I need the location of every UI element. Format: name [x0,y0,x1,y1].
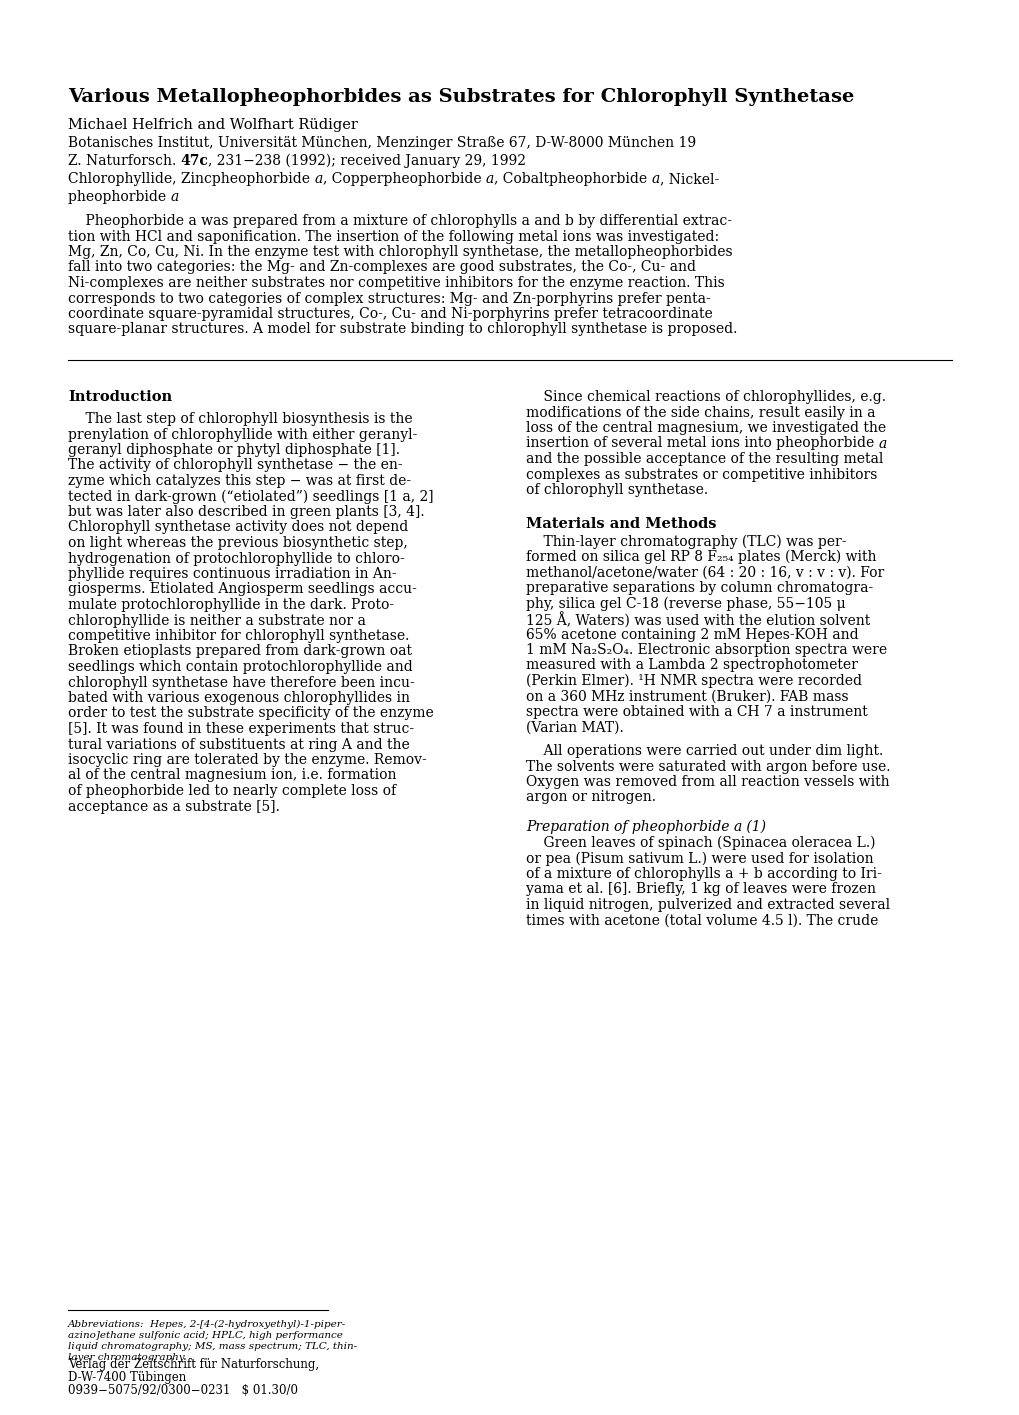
Text: and the possible acceptance of the resulting metal: and the possible acceptance of the resul… [526,451,882,466]
Text: Preparation of pheophorbide: Preparation of pheophorbide [526,821,733,833]
Text: a: a [170,190,178,204]
Text: Thin-layer chromatography (TLC) was per-: Thin-layer chromatography (TLC) was per- [526,535,846,549]
Text: al of the central magnesium ion, i.e. formation: al of the central magnesium ion, i.e. fo… [68,768,396,782]
Text: Ni-complexes are neither substrates nor competitive inhibitors for the enzyme re: Ni-complexes are neither substrates nor … [68,276,725,290]
Text: layer chromatography.: layer chromatography. [68,1353,186,1363]
Text: phy, silica gel C-18 (reverse phase, 55−105 μ: phy, silica gel C-18 (reverse phase, 55−… [526,597,845,611]
Text: a: a [877,436,886,450]
Text: The last step of chlorophyll biosynthesis is the: The last step of chlorophyll biosynthesi… [68,412,413,426]
Text: 0939−5075/92/0300−0231   $ 01.30/0: 0939−5075/92/0300−0231 $ 01.30/0 [68,1384,298,1397]
Text: D-W-7400 Tübingen: D-W-7400 Tübingen [68,1371,186,1384]
Text: Green leaves of spinach (Spinacea oleracea L.): Green leaves of spinach (Spinacea olerac… [526,836,874,850]
Text: Z. Naturforsch.: Z. Naturforsch. [68,154,180,168]
Text: Introduction: Introduction [68,391,172,405]
Text: chlorophyllide is neither a substrate nor a: chlorophyllide is neither a substrate no… [68,614,366,627]
Text: , 231−238 (1992); received January 29, 1992: , 231−238 (1992); received January 29, 1… [208,154,526,168]
Text: measured with a Lambda 2 spectrophotometer: measured with a Lambda 2 spectrophotomet… [526,658,857,672]
Text: of chlorophyll synthetase.: of chlorophyll synthetase. [526,483,707,497]
Text: times with acetone (total volume 4.5 l). The crude: times with acetone (total volume 4.5 l).… [526,914,877,927]
Text: bated with various exogenous chlorophyllides in: bated with various exogenous chlorophyll… [68,691,410,705]
Text: competitive inhibitor for chlorophyll synthetase.: competitive inhibitor for chlorophyll sy… [68,630,409,642]
Text: Oxygen was removed from all reaction vessels with: Oxygen was removed from all reaction ves… [526,775,889,790]
Text: Mg, Zn, Co, Cu, Ni. In the enzyme test with chlorophyll synthetase, the metallop: Mg, Zn, Co, Cu, Ni. In the enzyme test w… [68,245,732,259]
Text: Materials and Methods: Materials and Methods [526,516,715,531]
Text: azino]ethane sulfonic acid; HPLC, high performance: azino]ethane sulfonic acid; HPLC, high p… [68,1332,342,1340]
Text: of pheophorbide led to nearly complete loss of: of pheophorbide led to nearly complete l… [68,784,395,798]
Text: modifications of the side chains, result easily in a: modifications of the side chains, result… [526,406,874,419]
Text: All operations were carried out under dim light.: All operations were carried out under di… [526,744,882,758]
Text: yama et al. [6]. Briefly, 1 kg of leaves were frozen: yama et al. [6]. Briefly, 1 kg of leaves… [526,883,875,897]
Text: spectra were obtained with a CH 7 a instrument: spectra were obtained with a CH 7 a inst… [526,705,867,719]
Text: (1): (1) [742,821,765,833]
Text: Abbreviations:  Hepes, 2-[4-(2-hydroxyethyl)-1-piper-: Abbreviations: Hepes, 2-[4-(2-hydroxyeth… [68,1320,345,1329]
Text: argon or nitrogen.: argon or nitrogen. [526,791,655,805]
Text: acceptance as a substrate [5].: acceptance as a substrate [5]. [68,799,279,814]
Text: Chlorophyllide, Zincpheophorbide: Chlorophyllide, Zincpheophorbide [68,173,314,185]
Text: , Nickel-: , Nickel- [659,173,718,185]
Text: Various Metallopheophorbides as Substrates for Chlorophyll Synthetase: Various Metallopheophorbides as Substrat… [68,88,854,106]
Text: hydrogenation of protochlorophyllide to chloro-: hydrogenation of protochlorophyllide to … [68,552,405,566]
Text: , Cobaltpheophorbide: , Cobaltpheophorbide [493,173,651,185]
Text: on light whereas the previous biosynthetic step,: on light whereas the previous biosynthet… [68,536,408,550]
Text: methanol/acetone/water (64 : 20 : 16, v : v : v). For: methanol/acetone/water (64 : 20 : 16, v … [526,566,883,580]
Text: zyme which catalyzes this step − was at first de-: zyme which catalyzes this step − was at … [68,474,411,488]
Text: Michael Helfrich and Wolfhart Rüdiger: Michael Helfrich and Wolfhart Rüdiger [68,117,358,132]
Text: Botanisches Institut, Universität München, Menzinger Straße 67, D-W-8000 München: Botanisches Institut, Universität Münche… [68,136,695,150]
Text: in liquid nitrogen, pulverized and extracted several: in liquid nitrogen, pulverized and extra… [526,899,890,913]
Text: 1 mM Na₂S₂O₄. Electronic absorption spectra were: 1 mM Na₂S₂O₄. Electronic absorption spec… [526,642,887,657]
Text: mulate protochlorophyllide in the dark. Proto-: mulate protochlorophyllide in the dark. … [68,599,393,613]
Text: geranyl diphosphate or phytyl diphosphate [1].: geranyl diphosphate or phytyl diphosphat… [68,443,399,457]
Text: tural variations of substituents at ring A and the: tural variations of substituents at ring… [68,737,410,751]
Text: , Copperpheophorbide: , Copperpheophorbide [322,173,485,185]
Text: complexes as substrates or competitive inhibitors: complexes as substrates or competitive i… [526,467,876,481]
Text: preparative separations by column chromatogra-: preparative separations by column chroma… [526,582,872,594]
Text: Broken etioplasts prepared from dark-grown oat: Broken etioplasts prepared from dark-gro… [68,644,412,658]
Text: 125 Å, Waters) was used with the elution solvent: 125 Å, Waters) was used with the elution… [526,613,869,628]
Text: giosperms. Etiolated Angiosperm seedlings accu-: giosperms. Etiolated Angiosperm seedling… [68,583,417,597]
Text: loss of the central magnesium, we investigated the: loss of the central magnesium, we invest… [526,422,886,434]
Text: a: a [733,821,742,833]
Text: prenylation of chlorophyllide with either geranyl-: prenylation of chlorophyllide with eithe… [68,427,417,441]
Text: liquid chromatography; MS, mass spectrum; TLC, thin-: liquid chromatography; MS, mass spectrum… [68,1341,357,1351]
Text: Chlorophyll synthetase activity does not depend: Chlorophyll synthetase activity does not… [68,521,408,535]
Text: but was later also described in green plants [3, 4].: but was later also described in green pl… [68,505,424,519]
Text: Pheophorbide a was prepared from a mixture of chlorophylls a and b by differenti: Pheophorbide a was prepared from a mixtu… [68,214,732,228]
Text: formed on silica gel RP 8 F₂₅₄ plates (Merck) with: formed on silica gel RP 8 F₂₅₄ plates (M… [526,550,875,565]
Text: corresponds to two categories of complex structures: Mg- and Zn-porphyrins prefe: corresponds to two categories of complex… [68,291,710,306]
Text: coordinate square-pyramidal structures, Co-, Cu- and Ni-porphyrins prefer tetrac: coordinate square-pyramidal structures, … [68,307,712,321]
Text: seedlings which contain protochlorophyllide and: seedlings which contain protochlorophyll… [68,659,413,674]
Text: a: a [651,173,659,185]
Text: (Varian MAT).: (Varian MAT). [526,720,624,734]
Text: The activity of chlorophyll synthetase − the en-: The activity of chlorophyll synthetase −… [68,458,403,473]
Text: phyllide requires continuous irradiation in An-: phyllide requires continuous irradiation… [68,567,396,582]
Text: on a 360 MHz instrument (Bruker). FAB mass: on a 360 MHz instrument (Bruker). FAB ma… [526,689,848,703]
Text: a: a [485,173,493,185]
Text: order to test the substrate specificity of the enzyme: order to test the substrate specificity … [68,706,433,720]
Text: [5]. It was found in these experiments that struc-: [5]. It was found in these experiments t… [68,722,414,736]
Text: Since chemical reactions of chlorophyllides, e.g.: Since chemical reactions of chlorophylli… [526,391,886,405]
Text: pheophorbide: pheophorbide [68,190,170,204]
Text: Verlag der Zeitschrift für Naturforschung,: Verlag der Zeitschrift für Naturforschun… [68,1358,319,1371]
Text: isocyclic ring are tolerated by the enzyme. Remov-: isocyclic ring are tolerated by the enzy… [68,753,426,767]
Text: a: a [314,173,322,185]
Text: insertion of several metal ions into pheophorbide: insertion of several metal ions into phe… [526,436,877,450]
Text: tion with HCl and saponification. The insertion of the following metal ions was : tion with HCl and saponification. The in… [68,229,718,243]
Text: fall into two categories: the Mg- and Zn-complexes are good substrates, the Co-,: fall into two categories: the Mg- and Zn… [68,260,695,275]
Text: chlorophyll synthetase have therefore been incu-: chlorophyll synthetase have therefore be… [68,675,415,689]
Text: square-planar structures. A model for substrate binding to chlorophyll synthetas: square-planar structures. A model for su… [68,323,737,337]
Text: The solvents were saturated with argon before use.: The solvents were saturated with argon b… [526,760,890,774]
Text: tected in dark-grown (“etiolated”) seedlings [1 a, 2]: tected in dark-grown (“etiolated”) seedl… [68,490,433,504]
Text: (Perkin Elmer). ¹H NMR spectra were recorded: (Perkin Elmer). ¹H NMR spectra were reco… [526,674,861,688]
Text: 65% acetone containing 2 mM Hepes-KOH and: 65% acetone containing 2 mM Hepes-KOH an… [526,627,858,641]
Text: 47c: 47c [180,154,208,168]
Text: of a mixture of chlorophylls a + b according to Iri-: of a mixture of chlorophylls a + b accor… [526,867,881,882]
Text: or pea (Pisum sativum L.) were used for isolation: or pea (Pisum sativum L.) were used for … [526,852,872,866]
